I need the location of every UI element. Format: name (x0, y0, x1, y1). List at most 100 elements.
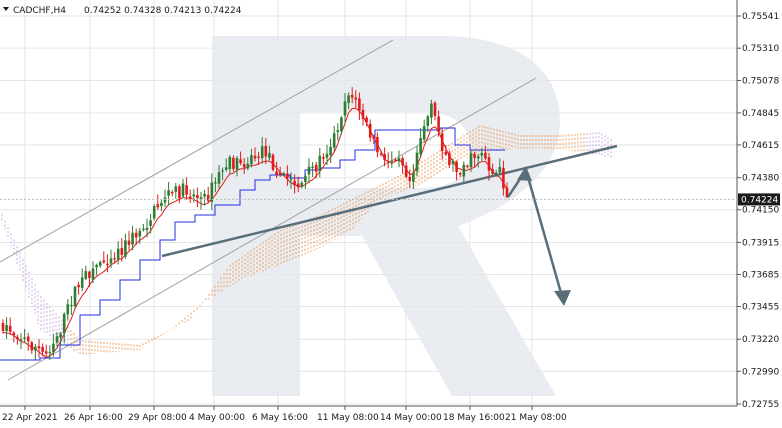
candle-bull (124, 240, 127, 257)
candle-bull (307, 166, 311, 175)
forecast-up-arrowhead (517, 166, 532, 181)
candle-bear (275, 171, 278, 175)
candle-bull (430, 103, 433, 118)
candle-bear (444, 151, 448, 155)
current-price-box (738, 193, 780, 206)
candle-bull (260, 146, 264, 159)
candle-bull (70, 304, 73, 307)
price-tick-label: 0.74845 (742, 109, 779, 119)
candle-bear (178, 186, 181, 199)
candle-bear (473, 154, 476, 159)
price-tick-label: 0.72755 (742, 400, 779, 410)
price-tick-label: 0.73915 (742, 238, 779, 248)
candle-bear (448, 152, 451, 165)
candle-bear (120, 248, 124, 255)
candle-bear (239, 159, 242, 164)
candle-bear (44, 351, 48, 354)
candle-bear (185, 185, 188, 195)
candle-bull (311, 166, 314, 168)
candle-bull (250, 155, 253, 165)
candle-bull (192, 194, 196, 197)
candle-bull (84, 271, 88, 279)
candles (1, 87, 509, 360)
candle-bear (466, 165, 469, 167)
candle-bull (19, 339, 23, 341)
tenkan-sen-line (2, 107, 508, 358)
candle-bull (66, 304, 70, 315)
watermark-shape (212, 36, 560, 396)
candle-bull (300, 182, 304, 187)
symbol-dropdown-icon[interactable] (3, 7, 9, 11)
candle-bear (102, 260, 106, 263)
price-tick-label: 0.75310 (742, 44, 779, 54)
candle-bear (394, 159, 397, 161)
forecast-down-arrowhead (554, 290, 571, 306)
candle-bear (12, 332, 16, 336)
candle-bear (8, 325, 12, 332)
candle-bear (487, 157, 491, 171)
price-tick-label: 0.75078 (742, 76, 779, 86)
candle-bear (376, 136, 379, 153)
candle-bear (293, 180, 296, 186)
candle-bear (368, 123, 372, 138)
candle-bull (163, 197, 167, 203)
candle-bull (469, 153, 473, 168)
candle-bear (264, 146, 268, 157)
candle-bull (340, 117, 343, 132)
candle-bear (455, 161, 458, 172)
candle-bull (318, 155, 322, 170)
candle-bear (440, 133, 444, 152)
candle-bull (228, 157, 232, 170)
time-tick-label: 14 May 00:00 (380, 413, 442, 423)
candle-bull (246, 163, 250, 169)
candle-bear (127, 240, 131, 245)
candle-bull (23, 337, 26, 339)
candle-bull (174, 186, 178, 193)
candle-bull (268, 152, 271, 158)
candle-bull (347, 95, 350, 103)
time-tick-label: 29 Apr 08:00 (128, 413, 187, 423)
candle-bull (181, 183, 185, 197)
candle-bear (16, 336, 19, 340)
candle-bear (314, 164, 318, 172)
candle-bear (134, 232, 138, 238)
price-tick-label: 0.73455 (742, 303, 779, 313)
candle-bull (304, 176, 307, 183)
candle-bear (253, 155, 257, 159)
candle-bear (170, 192, 174, 194)
candle-bear (1, 323, 5, 331)
candle-bear (271, 154, 275, 170)
candle-bear (383, 153, 386, 161)
candle-bull (336, 130, 340, 132)
candle-bull (415, 152, 419, 172)
candle-bull (199, 197, 203, 201)
price-tick-label: 0.73220 (742, 335, 779, 345)
candle-bull (332, 133, 336, 148)
symbol-label: CADCHF,H4 (13, 6, 66, 16)
candle-bear (372, 136, 376, 139)
candle-bull (116, 248, 120, 260)
candle-bull (210, 182, 214, 202)
candle-bear (196, 195, 199, 199)
candle-bear (37, 346, 41, 349)
candle-bear (286, 173, 289, 179)
candle-bull (221, 170, 224, 172)
candle-bear (358, 98, 361, 111)
candle-bear (278, 172, 282, 175)
candle-bull (462, 164, 466, 177)
candle-bear (458, 173, 462, 175)
candle-bull (149, 220, 152, 226)
candle-bull (235, 158, 239, 170)
candle-bull (95, 264, 98, 268)
candle-bull (73, 286, 77, 307)
candle-bull (329, 146, 332, 156)
candle-bull (48, 352, 52, 354)
candle-bear (505, 187, 509, 198)
candle-bull (167, 190, 170, 196)
candle-bull (203, 193, 206, 197)
kijun-sen-line (0, 127, 505, 361)
price-tick-label: 0.75541 (742, 12, 779, 22)
